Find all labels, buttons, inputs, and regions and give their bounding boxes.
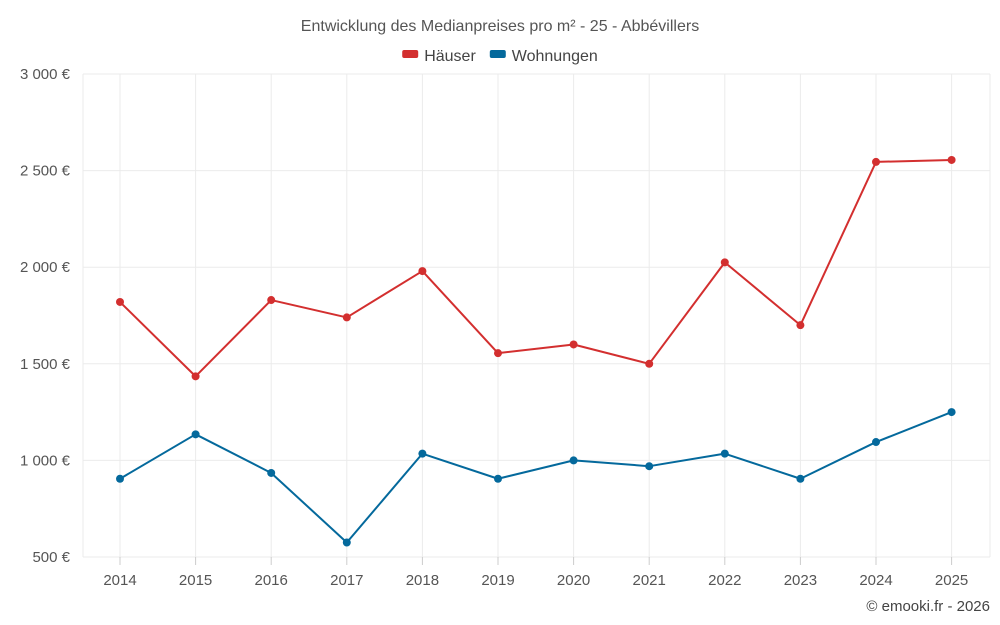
legend-label: Häuser xyxy=(424,48,476,65)
x-tick-label: 2018 xyxy=(406,572,439,589)
data-point-haeuser xyxy=(947,155,956,164)
y-tick-label: 500 € xyxy=(32,549,70,566)
series-line-haeuser xyxy=(119,158,952,378)
x-tick-label: 2024 xyxy=(859,572,892,589)
data-point-haeuser xyxy=(116,297,124,306)
series-wohnungen xyxy=(116,408,956,547)
x-tick-label: 2025 xyxy=(935,572,968,589)
data-point-haeuser xyxy=(645,359,654,368)
grid-lines xyxy=(82,73,991,565)
data-point-wohnungen xyxy=(267,468,276,477)
y-axis-ticks: 500 € 1 000 € 1 500 € 2 000 € 2 500 € 3 000 € xyxy=(20,66,71,566)
data-point-wohnungen xyxy=(645,462,654,471)
data-point-haeuser xyxy=(191,372,200,381)
chart-title: Entwicklung des Medianpreises pro m² - 2… xyxy=(301,18,699,35)
data-point-wohnungen xyxy=(720,449,729,458)
series-layer xyxy=(116,155,956,547)
x-tick-label: 2017 xyxy=(330,572,363,589)
x-tick-label: 2022 xyxy=(708,572,741,589)
x-tick-label: 2014 xyxy=(103,572,136,589)
data-point-haeuser xyxy=(494,349,502,358)
data-point-haeuser xyxy=(267,296,276,305)
y-tick-label: 1 500 € xyxy=(20,356,71,373)
data-point-wohnungen xyxy=(418,449,427,458)
credit-text: © emooki.fr - 2026 xyxy=(866,598,990,615)
data-point-wohnungen xyxy=(947,408,956,417)
data-point-haeuser xyxy=(872,157,880,166)
data-point-wohnungen xyxy=(191,430,200,439)
x-tick-label: 2020 xyxy=(557,572,590,589)
x-tick-label: 2021 xyxy=(633,572,666,589)
data-point-wohnungen xyxy=(872,438,880,447)
x-tick-label: 2023 xyxy=(784,572,817,589)
series-haeuser xyxy=(116,155,956,381)
legend-swatch xyxy=(489,50,506,58)
legend-swatch xyxy=(402,50,419,58)
data-point-wohnungen xyxy=(796,474,805,483)
y-tick-label: 2 000 € xyxy=(20,259,71,276)
data-point-wohnungen xyxy=(494,474,502,483)
legend-label: Wohnungen xyxy=(512,48,598,65)
x-axis-ticks: 2014 2015 2016 2017 2018 2019 2020 2021 2022 2023… xyxy=(103,572,968,589)
y-tick-label: 1 000 € xyxy=(20,452,71,469)
data-point-haeuser xyxy=(418,267,427,276)
y-tick-label: 2 500 € xyxy=(20,163,71,180)
data-point-wohnungen xyxy=(569,456,578,465)
x-tick-label: 2015 xyxy=(179,572,212,589)
data-point-wohnungen xyxy=(342,538,351,547)
series-line-wohnungen xyxy=(119,411,952,544)
data-point-haeuser xyxy=(796,321,805,330)
x-tick-label: 2019 xyxy=(481,572,514,589)
data-point-wohnungen xyxy=(116,474,124,483)
data-point-haeuser xyxy=(342,313,351,322)
x-tick-label: 2016 xyxy=(255,572,288,589)
data-point-haeuser xyxy=(569,340,578,349)
y-tick-label: 3 000 € xyxy=(20,66,71,83)
data-point-haeuser xyxy=(720,258,729,267)
legend: Häuser Wohnungen xyxy=(402,48,598,65)
